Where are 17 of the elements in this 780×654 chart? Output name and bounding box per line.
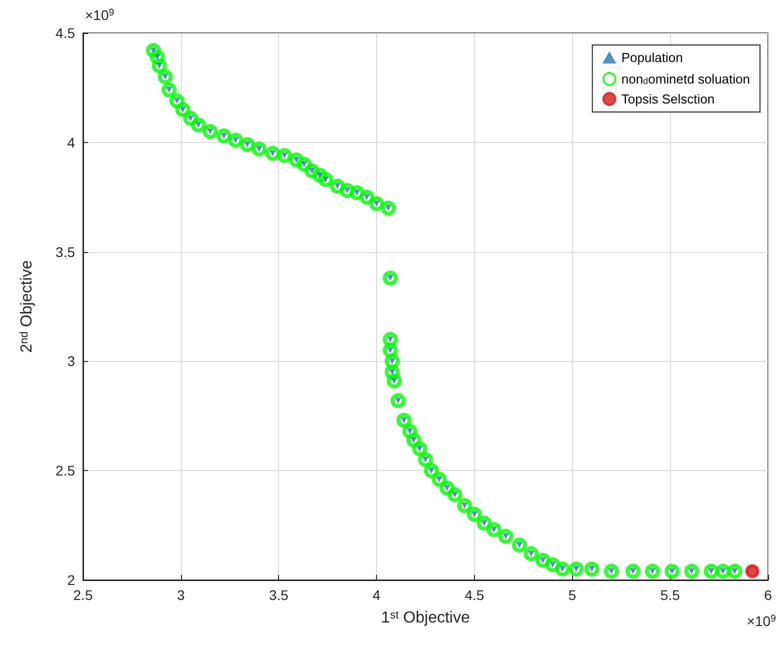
y-tick-label: 3 bbox=[67, 353, 76, 370]
legend-label: Population bbox=[621, 50, 683, 65]
x-tick-label: 5 bbox=[568, 587, 576, 603]
x-tick-label: 5.5 bbox=[660, 587, 680, 603]
y-tick-label: 4 bbox=[67, 134, 76, 150]
x-tick-label: 6 bbox=[764, 587, 772, 603]
y-axis-title: 2nd Objective bbox=[18, 260, 36, 353]
x-tick-label: 3.5 bbox=[268, 587, 289, 603]
x-tick-label: 4.5 bbox=[464, 587, 484, 603]
y-tick-label: 2.5 bbox=[56, 462, 76, 479]
x-tick-label: 4 bbox=[372, 587, 381, 603]
x-tick-label: 3 bbox=[176, 587, 185, 603]
legend-label: nondominetd soluation bbox=[621, 72, 750, 86]
y-tick-label: 2 bbox=[67, 572, 76, 588]
y-tick-label: 3.5 bbox=[56, 244, 76, 260]
legend-label: Topsis Selsction bbox=[621, 92, 715, 106]
y-tick-label: 4.5 bbox=[56, 25, 76, 41]
